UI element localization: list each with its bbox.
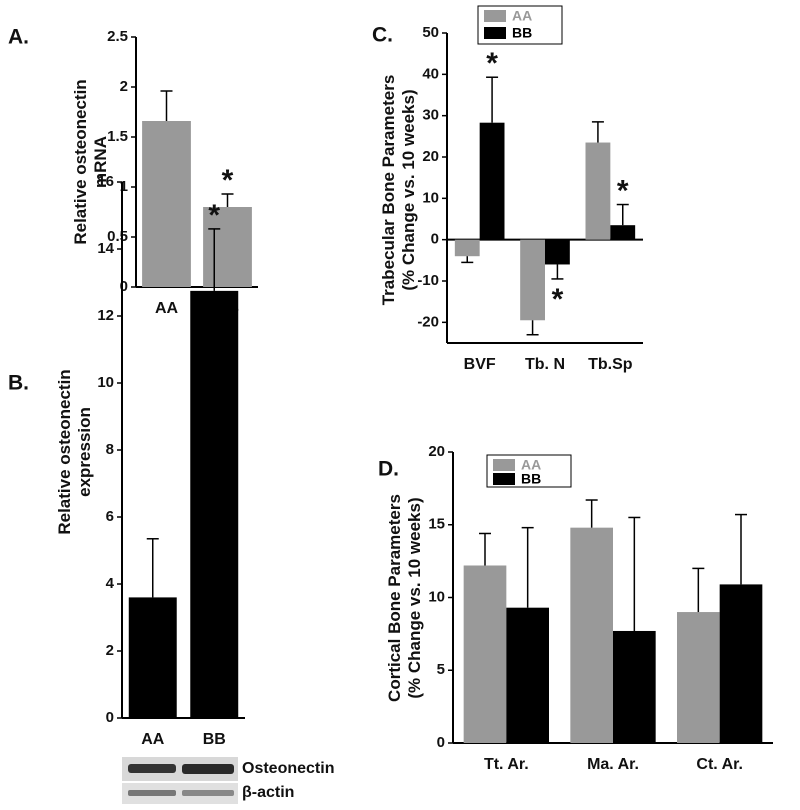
y-tick-label: 5	[437, 661, 445, 678]
panel-label: C.	[372, 24, 393, 47]
blot-band	[128, 790, 176, 796]
y-tick-label: 20	[422, 148, 439, 165]
bar	[520, 239, 545, 321]
legend-swatch	[493, 459, 515, 471]
y-tick-label: -20	[417, 313, 439, 330]
y-axis-label: Trabecular Bone Parameters(% Change vs. …	[379, 75, 418, 306]
bar	[610, 225, 636, 240]
y-tick-label: 10	[422, 189, 439, 206]
legend-label: AA	[512, 8, 532, 24]
x-tick-label: Tb.Sp	[588, 356, 633, 373]
y-tick-label: 0	[106, 709, 114, 726]
significance-marker: *	[617, 174, 629, 207]
y-tick-label: 2.5	[107, 28, 128, 45]
x-tick-label: AA	[141, 731, 165, 748]
blot-label: Osteonectin	[242, 760, 334, 777]
blot-band	[128, 764, 176, 773]
x-tick-label: Tt. Ar.	[484, 756, 529, 773]
x-tick-label: BB	[203, 731, 226, 748]
blot-band	[182, 764, 234, 774]
bar	[570, 527, 613, 743]
blot-band	[182, 790, 234, 796]
bar	[719, 584, 763, 743]
legend-swatch	[484, 10, 506, 22]
y-tick-label: 15	[428, 516, 445, 533]
bar	[545, 239, 570, 265]
y-tick-label: 8	[106, 441, 114, 458]
y-tick-label: 10	[97, 374, 114, 391]
y-axis-label-line: Relative osteonectin	[55, 369, 74, 534]
x-tick-label: Ma. Ar.	[587, 756, 639, 773]
y-tick-label: 10	[428, 588, 445, 605]
y-axis-label: Relative osteonectinexpression	[55, 369, 94, 534]
blot-strip	[122, 783, 238, 804]
bar	[506, 607, 549, 743]
y-tick-label: 12	[97, 307, 114, 324]
y-tick-label: 50	[422, 24, 439, 41]
y-axis-label-line: expression	[75, 407, 94, 497]
y-tick-label: 0	[431, 231, 439, 248]
panel-label: A.	[8, 26, 29, 49]
y-tick-label: 14	[97, 240, 114, 257]
legend-label: BB	[512, 25, 532, 41]
legend-swatch	[493, 473, 515, 485]
western-blot	[122, 757, 238, 804]
bar	[463, 565, 507, 743]
bar	[128, 597, 177, 718]
y-tick-label: 16	[97, 173, 114, 190]
x-tick-label: Tb. N	[525, 356, 565, 373]
significance-marker: *	[208, 199, 220, 232]
y-axis-label-line: Cortical Bone Parameters	[385, 494, 404, 702]
bar	[585, 142, 611, 240]
bar	[190, 290, 239, 718]
bar	[454, 239, 480, 257]
blot-label: β-actin	[242, 784, 294, 801]
bar	[613, 630, 656, 743]
legend-label: AA	[521, 457, 541, 473]
panel-label: B.	[8, 372, 29, 395]
y-tick-label: 4	[106, 575, 115, 592]
y-axis-label-line: (% Change vs. 10 weeks)	[399, 89, 418, 290]
bar	[479, 122, 505, 240]
y-tick-label: 2	[106, 642, 114, 659]
bar	[142, 121, 191, 287]
bar	[677, 612, 720, 743]
y-axis-label: Relative osteonectinmRNA	[71, 79, 110, 244]
x-tick-label: Ct. Ar.	[696, 756, 743, 773]
y-tick-label: 6	[106, 508, 114, 525]
y-axis-label-line: Trabecular Bone Parameters	[379, 75, 398, 306]
panel-label: D.	[378, 458, 399, 481]
y-tick-label: 1	[120, 178, 128, 195]
y-tick-label: 0	[437, 734, 445, 751]
x-tick-label: AA	[155, 300, 179, 317]
bar	[203, 207, 252, 287]
y-tick-label: 1.5	[107, 128, 128, 145]
y-tick-label: 0	[120, 278, 128, 295]
legend-swatch	[484, 27, 506, 39]
y-axis-label-line: (% Change vs. 10 weeks)	[405, 497, 424, 698]
y-axis-label-line: Relative osteonectin	[71, 79, 90, 244]
y-axis-label-line: mRNA	[91, 136, 110, 188]
y-tick-label: 30	[422, 107, 439, 124]
x-tick-label: BVF	[464, 356, 496, 373]
significance-marker: *	[222, 164, 234, 197]
y-tick-label: 2	[120, 78, 128, 95]
y-tick-label: 20	[428, 443, 445, 460]
y-tick-label: 40	[422, 65, 439, 82]
significance-marker: *	[552, 283, 564, 316]
y-axis-label: Cortical Bone Parameters(% Change vs. 10…	[385, 494, 424, 702]
legend-label: BB	[521, 471, 541, 487]
y-tick-label: -10	[417, 272, 439, 289]
significance-marker: *	[486, 47, 498, 80]
